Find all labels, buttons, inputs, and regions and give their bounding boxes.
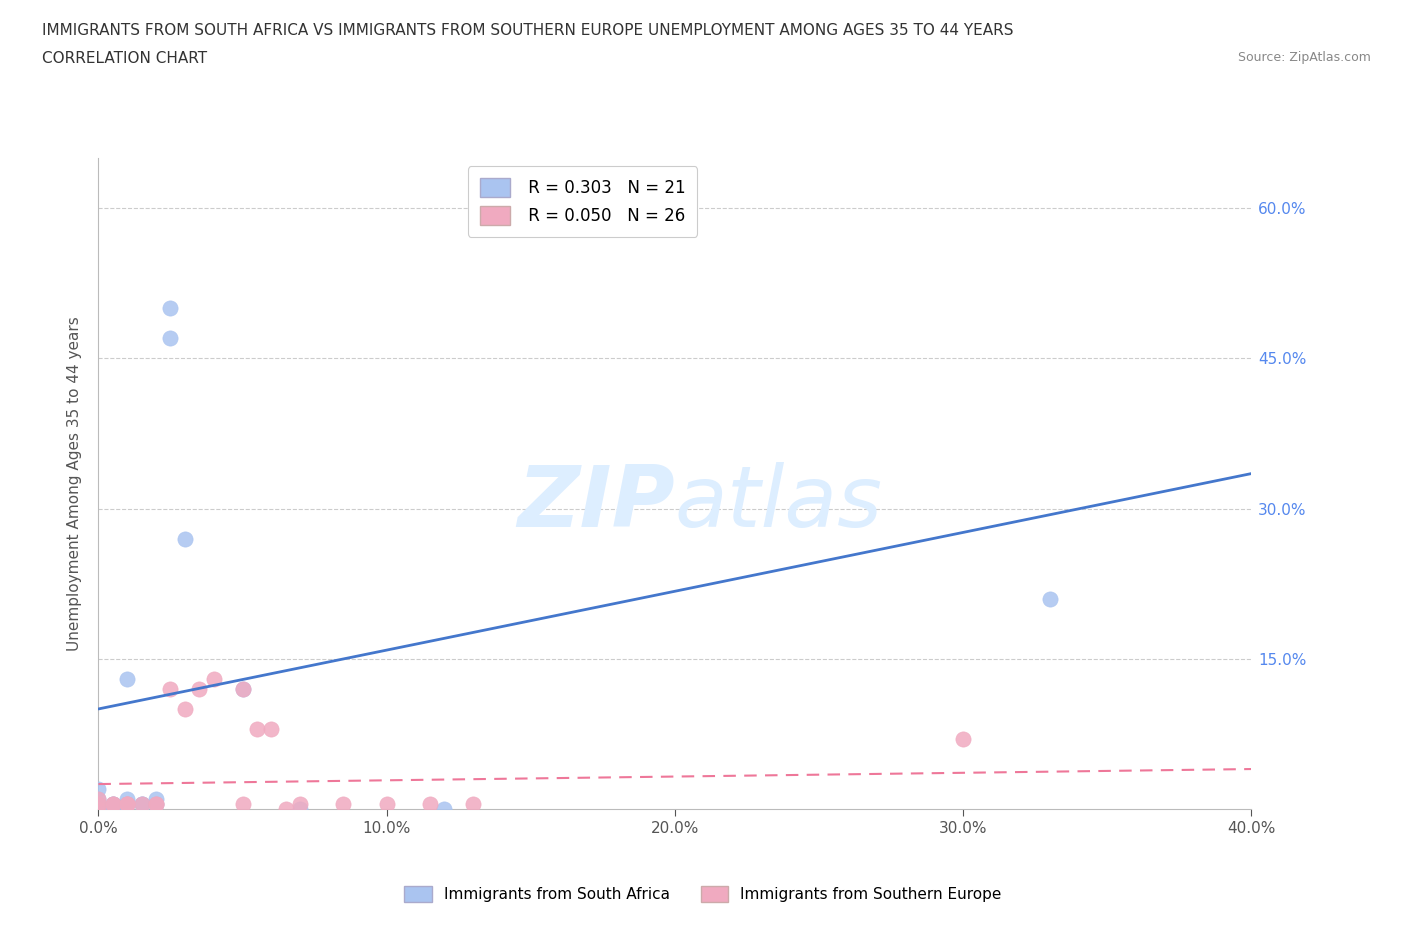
- Point: [117, 797, 139, 812]
- Legend:  R = 0.303   N = 21,  R = 0.050   N = 26: R = 0.303 N = 21, R = 0.050 N = 26: [468, 166, 697, 236]
- Point: [117, 797, 139, 812]
- Point: [174, 531, 197, 546]
- Text: atlas: atlas: [675, 461, 883, 545]
- Point: [131, 797, 153, 812]
- Point: [145, 797, 167, 812]
- Point: [87, 781, 110, 796]
- Point: [145, 797, 167, 812]
- Point: [131, 797, 153, 812]
- Point: [290, 802, 312, 817]
- Point: [274, 802, 297, 817]
- Point: [1038, 591, 1062, 606]
- Point: [174, 701, 197, 716]
- Text: Source: ZipAtlas.com: Source: ZipAtlas.com: [1237, 51, 1371, 64]
- Point: [952, 732, 974, 747]
- Point: [159, 682, 181, 697]
- Point: [87, 791, 110, 806]
- Point: [433, 802, 456, 817]
- Point: [461, 797, 484, 812]
- Point: [87, 797, 110, 812]
- Point: [159, 301, 181, 316]
- Point: [260, 722, 283, 737]
- Point: [231, 682, 254, 697]
- Point: [87, 791, 110, 806]
- Point: [202, 671, 225, 686]
- Point: [231, 797, 254, 812]
- Text: CORRELATION CHART: CORRELATION CHART: [42, 51, 207, 66]
- Point: [332, 797, 354, 812]
- Point: [87, 802, 110, 817]
- Y-axis label: Unemployment Among Ages 35 to 44 years: Unemployment Among Ages 35 to 44 years: [67, 316, 83, 651]
- Point: [101, 802, 124, 817]
- Point: [101, 797, 124, 812]
- Point: [188, 682, 211, 697]
- Point: [159, 331, 181, 346]
- Point: [145, 791, 167, 806]
- Point: [117, 791, 139, 806]
- Point: [117, 671, 139, 686]
- Text: IMMIGRANTS FROM SOUTH AFRICA VS IMMIGRANTS FROM SOUTHERN EUROPE UNEMPLOYMENT AMO: IMMIGRANTS FROM SOUTH AFRICA VS IMMIGRAN…: [42, 23, 1014, 38]
- Point: [117, 797, 139, 812]
- Point: [101, 797, 124, 812]
- Point: [375, 797, 398, 812]
- Point: [290, 797, 312, 812]
- Legend: Immigrants from South Africa, Immigrants from Southern Europe: Immigrants from South Africa, Immigrants…: [398, 880, 1008, 909]
- Point: [231, 682, 254, 697]
- Point: [87, 797, 110, 812]
- Point: [87, 802, 110, 817]
- Point: [419, 797, 441, 812]
- Point: [101, 797, 124, 812]
- Point: [246, 722, 269, 737]
- Point: [117, 797, 139, 812]
- Point: [145, 797, 167, 812]
- Text: ZIP: ZIP: [517, 461, 675, 545]
- Point: [101, 797, 124, 812]
- Point: [131, 797, 153, 812]
